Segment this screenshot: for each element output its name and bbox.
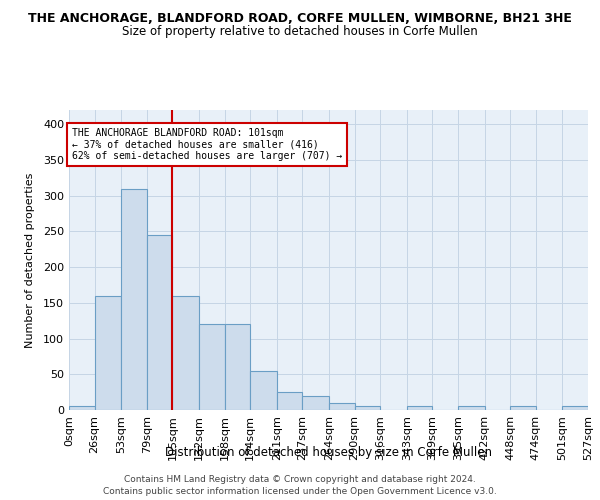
Bar [224, 324, 250, 410]
Bar [458, 406, 485, 410]
Text: Size of property relative to detached houses in Corfe Mullen: Size of property relative to detached ho… [122, 25, 478, 38]
Bar [172, 296, 199, 410]
Bar [199, 324, 224, 410]
Bar [147, 235, 172, 410]
Bar [121, 188, 147, 410]
Y-axis label: Number of detached properties: Number of detached properties [25, 172, 35, 348]
Bar [69, 406, 95, 410]
Bar [250, 370, 277, 410]
Bar [562, 406, 588, 410]
Text: THE ANCHORAGE BLANDFORD ROAD: 101sqm
← 37% of detached houses are smaller (416)
: THE ANCHORAGE BLANDFORD ROAD: 101sqm ← 3… [72, 128, 342, 161]
Text: Distribution of detached houses by size in Corfe Mullen: Distribution of detached houses by size … [166, 446, 493, 459]
Bar [407, 406, 433, 410]
Text: Contains public sector information licensed under the Open Government Licence v3: Contains public sector information licen… [103, 486, 497, 496]
Bar [355, 406, 380, 410]
Text: THE ANCHORAGE, BLANDFORD ROAD, CORFE MULLEN, WIMBORNE, BH21 3HE: THE ANCHORAGE, BLANDFORD ROAD, CORFE MUL… [28, 12, 572, 26]
Bar [277, 392, 302, 410]
Bar [302, 396, 329, 410]
Text: Contains HM Land Registry data © Crown copyright and database right 2024.: Contains HM Land Registry data © Crown c… [124, 476, 476, 484]
Bar [329, 403, 355, 410]
Bar [95, 296, 121, 410]
Bar [510, 406, 536, 410]
